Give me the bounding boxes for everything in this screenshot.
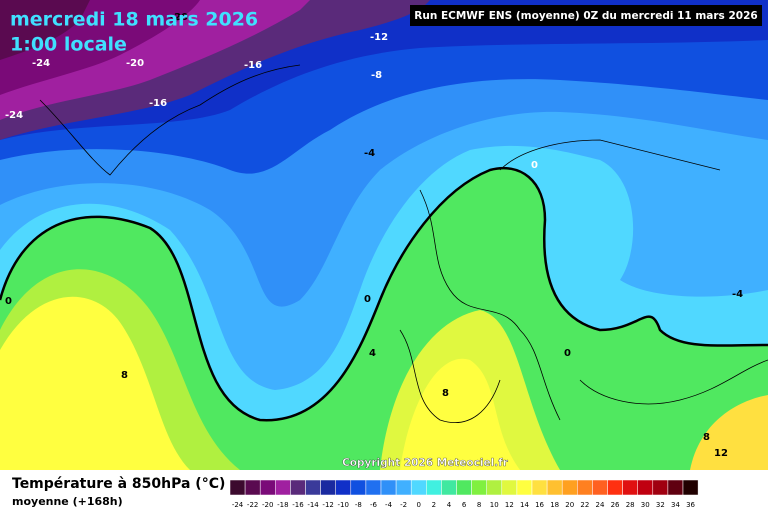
legend-label: -12	[322, 501, 333, 509]
legend-label: 2	[432, 501, 436, 509]
legend-swatch	[305, 479, 321, 496]
legend-swatch	[365, 479, 382, 496]
contour-label: -24	[5, 110, 23, 121]
contour-labels: -20 -24 -20 -16 -24 -16 -12 -8 -4 0 0 0 …	[5, 12, 743, 459]
legend-label: -18	[277, 501, 288, 509]
legend-label: -14	[307, 501, 319, 509]
legend-swatch	[259, 479, 276, 496]
legend-swatch	[290, 479, 306, 496]
legend-label: 36	[686, 501, 695, 509]
legend-swatch	[592, 479, 608, 496]
legend-swatch	[456, 479, 472, 496]
legend-label: 16	[535, 501, 544, 509]
contour-label: -16	[149, 98, 167, 109]
legend-swatch	[577, 479, 593, 496]
legend-label: -4	[385, 501, 393, 509]
map-date: mercredi 18 mars 2026	[10, 9, 258, 31]
legend-label: 20	[565, 501, 574, 509]
legend-label: 6	[462, 501, 467, 509]
legend-label: -8	[355, 501, 362, 509]
contour-label: 4	[369, 348, 376, 359]
legend-swatch	[682, 479, 699, 496]
legend-swatch	[471, 479, 487, 496]
legend-swatch	[516, 479, 533, 496]
run-info: Run ECMWF ENS (moyenne) 0Z du mercredi 1…	[414, 10, 757, 22]
legend-label: 32	[656, 501, 665, 509]
legend-label: -22	[247, 501, 258, 509]
contour-label: -12	[370, 32, 388, 43]
contour-label: 8	[121, 370, 128, 381]
contour-label: -20	[126, 58, 144, 69]
run-box	[410, 5, 762, 26]
legend-swatch	[350, 479, 367, 496]
legend-swatch	[607, 479, 623, 496]
legend-swatch	[637, 479, 654, 496]
legend-swatch	[667, 479, 684, 496]
legend-label: 8	[477, 501, 481, 509]
legend-swatch	[501, 479, 518, 496]
legend-swatch	[275, 479, 291, 496]
legend-label: 26	[611, 501, 620, 509]
footer-title: Température à 850hPa (°C)	[12, 476, 225, 492]
legend-swatch	[244, 479, 261, 496]
legend-label: 22	[580, 501, 589, 509]
legend-label: 28	[626, 501, 635, 509]
legend-label: 34	[671, 501, 680, 509]
legend-label: -6	[370, 501, 378, 509]
legend-label: -10	[338, 501, 349, 509]
map-time: 1:00 locale	[10, 34, 127, 56]
legend-swatch	[546, 479, 563, 496]
legend-swatch	[652, 479, 669, 496]
legend-swatch	[320, 479, 336, 496]
color-legend: -24 -22 -20 -18 -16 -14 -12 -10 -8 -6 -4 -2 0 2 4 6 8 10 1…	[229, 479, 699, 509]
legend-swatch	[561, 479, 578, 496]
legend-swatch	[622, 479, 638, 496]
legend-label: -2	[400, 501, 407, 509]
legend-swatch	[380, 479, 397, 496]
legend-swatch	[395, 479, 412, 496]
legend-label: -16	[292, 501, 304, 509]
footer-subtitle: moyenne (+168h)	[12, 495, 123, 508]
contour-label: -8	[371, 70, 382, 81]
contour-label: 8	[703, 432, 710, 443]
legend-label: -20	[262, 501, 273, 509]
legend-label: 30	[641, 501, 650, 509]
legend-label: 24	[595, 501, 604, 509]
contour-label: 0	[364, 294, 371, 305]
copyright: Copyright 2026 Meteociel.fr	[342, 457, 509, 469]
legend-swatch	[335, 479, 352, 496]
legend-label: 14	[520, 501, 529, 509]
legend-label: 12	[505, 501, 514, 509]
legend-label: -24	[232, 501, 244, 509]
contour-label: 12	[714, 448, 728, 459]
contour-label: -16	[244, 60, 262, 71]
contour-label: -4	[732, 289, 743, 300]
contour-label: -20	[170, 12, 188, 23]
contour-label: 8	[442, 388, 449, 399]
contour-label: -24	[32, 58, 50, 69]
legend-swatch	[441, 479, 457, 496]
map	[0, 0, 768, 470]
contour-label: 0	[5, 296, 12, 307]
legend-label: 0	[417, 501, 421, 509]
legend-label: 4	[447, 501, 452, 509]
contour-label: 0	[531, 160, 538, 171]
legend-label: 10	[490, 501, 499, 509]
contour-label: 0	[564, 348, 571, 359]
legend-swatch	[531, 479, 548, 496]
contour-label: -4	[364, 148, 375, 159]
legend-swatch	[426, 479, 442, 496]
legend-swatch	[410, 479, 427, 496]
legend-swatch	[229, 479, 246, 496]
legend-label: 18	[550, 501, 559, 509]
legend-swatch	[486, 479, 503, 496]
